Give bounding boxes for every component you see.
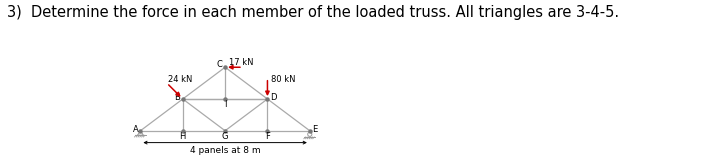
Text: A: A [132,125,138,134]
Text: D: D [270,93,276,102]
Text: H: H [179,132,186,141]
Text: C: C [216,60,222,69]
Text: 17 kN: 17 kN [230,58,254,67]
Text: B: B [174,93,180,102]
Text: 4 panels at 8 m: 4 panels at 8 m [190,146,261,155]
Text: 3)  Determine the force in each member of the loaded truss. All triangles are 3-: 3) Determine the force in each member of… [7,5,619,20]
Text: 80 kN: 80 kN [271,75,295,84]
Text: G: G [222,132,228,141]
Text: F: F [265,132,270,141]
Text: 24 kN: 24 kN [168,75,192,84]
Text: I: I [224,100,226,109]
Text: E: E [312,125,318,134]
